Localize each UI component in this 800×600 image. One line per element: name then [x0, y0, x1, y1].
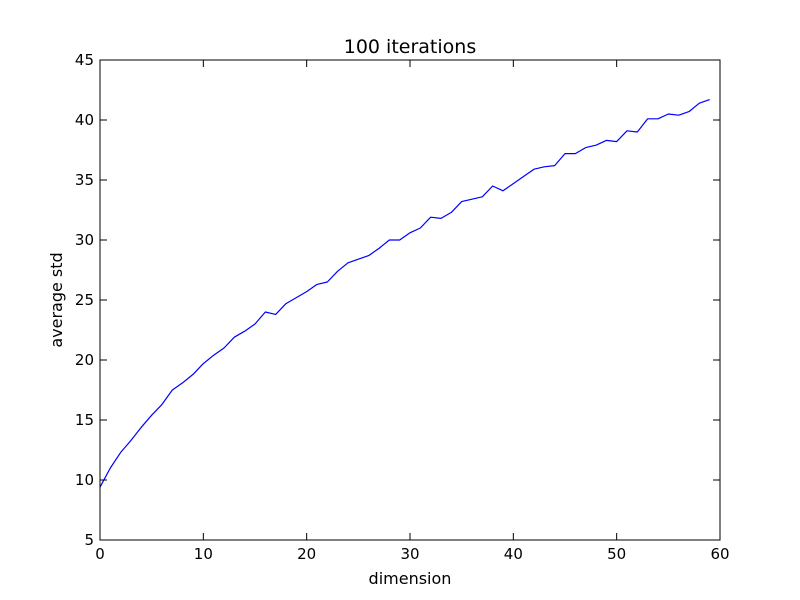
- x-tick-label: 40: [504, 545, 523, 563]
- y-tick-label: 15: [75, 411, 94, 429]
- x-axis-label: dimension: [369, 569, 452, 588]
- y-tick-label: 10: [75, 471, 94, 489]
- x-tick-label: 60: [710, 545, 729, 563]
- y-tick-label: 5: [84, 531, 94, 549]
- x-tick-label: 30: [400, 545, 419, 563]
- series-line-0: [99, 99, 710, 488]
- chart-title: 100 iterations: [344, 36, 476, 58]
- y-tick-label: 35: [75, 171, 94, 189]
- y-tick-label: 30: [75, 231, 94, 249]
- plot-frame: [99, 59, 721, 541]
- y-tick-label: 40: [75, 111, 94, 129]
- x-tick-label: 10: [194, 545, 213, 563]
- y-axis-label: average std: [47, 252, 66, 347]
- y-tick-label: 45: [75, 51, 94, 69]
- x-tick-label: 20: [297, 545, 316, 563]
- x-tick-label: 50: [607, 545, 626, 563]
- y-tick-label: 25: [75, 291, 94, 309]
- x-tick-label: 0: [95, 545, 105, 563]
- y-tick-label: 20: [75, 351, 94, 369]
- plot-area: 0 10 20 30 40 50 60 5 10 15 20 25 30 35 40 45: [75, 51, 730, 563]
